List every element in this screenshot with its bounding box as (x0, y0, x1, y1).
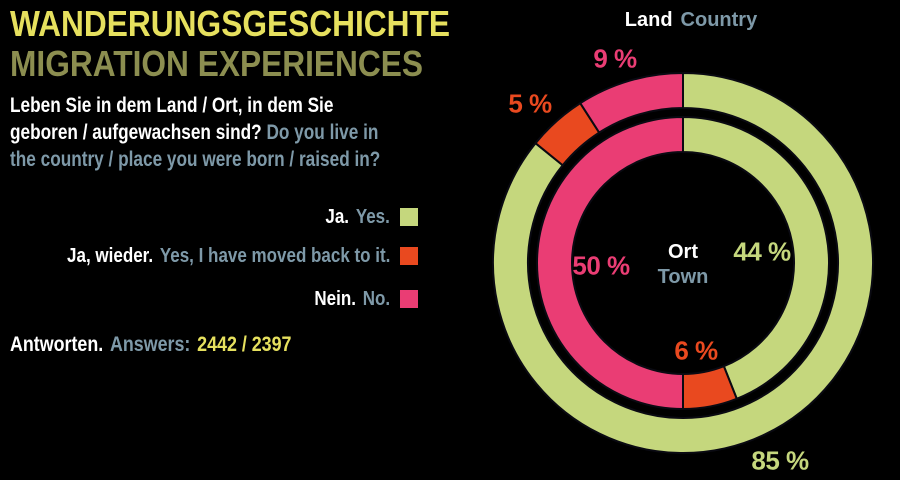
outer-ring-value-moved-back: 5 % (508, 88, 552, 119)
survey-question: Leben Sie in dem Land / Ort, in dem Sie … (10, 92, 380, 173)
inner-ring-title-de: Ort (667, 241, 698, 263)
outer-ring-segment-nein (578, 71, 684, 134)
inner-ring-segment-nein (536, 115, 684, 411)
legend-item-no: Nein. No. (10, 288, 418, 310)
legend-label-yes-en: Yes. (355, 205, 390, 228)
question-line-3: the country / place you were born / rais… (10, 146, 380, 173)
question-english-part2: the country / place you were born / rais… (10, 148, 381, 171)
legend-swatch-no (400, 290, 418, 308)
inner-ring-title-en: Town (657, 266, 709, 288)
page-title-german: WANDERUNGSGESCHICHTE (10, 3, 451, 44)
inner-ring-value-moved-back: 6 % (674, 335, 718, 366)
legend-label-no-en: No. (362, 287, 390, 310)
outer-ring-title-en: Country (680, 9, 758, 31)
legend-label-yes: Ja. Yes. (326, 206, 390, 229)
legend-swatch-yes (400, 208, 418, 226)
question-german-part1: Leben Sie in dem Land / Ort, in dem Sie (10, 94, 334, 117)
legend-label-moved-back-en: Yes, I have moved back to it. (159, 244, 390, 267)
legend-label-yes-de: Ja. (325, 205, 350, 228)
outer-ring-value-yes: 85 % (751, 445, 809, 476)
question-line-2: geboren / aufgewachsen sind? Do you live… (10, 119, 380, 146)
inner-ring-value-yes: 44 % (733, 236, 791, 267)
inner-ring-value-no: 50 % (572, 250, 630, 281)
question-english-part1: Do you live in (266, 121, 379, 144)
answers-values: 2442 / 2397 (197, 333, 292, 356)
chart-legend: Ja. Yes. Ja, wieder. Yes, I have moved b… (10, 206, 418, 310)
legend-label-moved-back: Ja, wieder. Yes, I have moved back to it… (67, 245, 390, 268)
legend-label-no-de: Nein. (314, 287, 356, 310)
legend-item-yes: Ja. Yes. (10, 206, 418, 228)
question-german-part2: geboren / aufgewachsen sind? (10, 121, 262, 144)
answers-label-en: Answers: (110, 333, 191, 356)
outer-ring-title-de: Land (624, 9, 673, 31)
legend-label-no: Nein. No. (314, 288, 390, 311)
inner-ring-segment-ja (682, 115, 830, 401)
inner-ring-title: Ort Town (658, 240, 709, 290)
donut-chart (492, 71, 874, 454)
legend-label-moved-back-de: Ja, wieder. (66, 244, 153, 267)
legend-swatch-moved-back (400, 247, 418, 265)
answers-count-line: Antworten. Answers: 2442 / 2397 (10, 333, 291, 357)
legend-item-moved-back: Ja, wieder. Yes, I have moved back to it… (10, 245, 418, 267)
outer-ring-value-no: 9 % (593, 43, 637, 74)
outer-ring-title: Land Country (625, 9, 757, 32)
outer-ring-segment-ja (492, 71, 874, 454)
page-title-english: MIGRATION EXPERIENCES (10, 43, 424, 84)
answers-label-de: Antworten. (10, 333, 104, 356)
question-line-1: Leben Sie in dem Land / Ort, in dem Sie (10, 92, 380, 119)
